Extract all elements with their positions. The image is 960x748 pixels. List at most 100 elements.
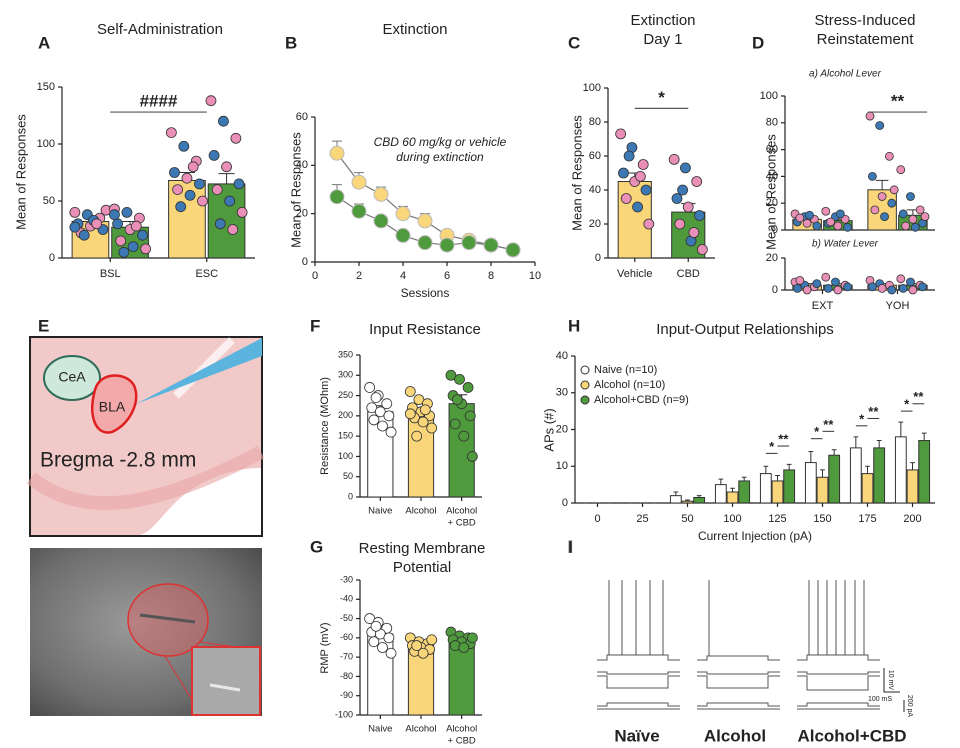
data-point bbox=[634, 170, 646, 182]
marker bbox=[417, 213, 433, 229]
bar bbox=[861, 473, 874, 504]
data-point bbox=[826, 217, 836, 227]
legend-swatch bbox=[580, 365, 590, 375]
x-tick-label: YOH bbox=[886, 300, 910, 312]
data-point bbox=[169, 167, 180, 178]
marker bbox=[329, 145, 345, 161]
y-tick-label: -30 bbox=[340, 574, 353, 584]
error-bar bbox=[685, 499, 690, 502]
y-tick-label: 0 bbox=[49, 252, 55, 264]
group-label: Naïve bbox=[614, 726, 659, 745]
x-tick-label: 125 bbox=[768, 513, 786, 525]
chart-title: Potential bbox=[393, 559, 451, 576]
data-point bbox=[368, 636, 380, 648]
data-point bbox=[377, 420, 388, 432]
y-tick-label: 250 bbox=[338, 390, 353, 400]
data-point bbox=[674, 218, 686, 230]
data-point bbox=[680, 162, 691, 174]
y-tick-label: 20 bbox=[556, 423, 568, 435]
y-tick-label: 0 bbox=[348, 491, 353, 501]
annotation: ** bbox=[868, 404, 879, 419]
data-point bbox=[205, 95, 217, 107]
data-point bbox=[898, 209, 908, 219]
data-point bbox=[121, 206, 133, 218]
data-point bbox=[413, 394, 425, 406]
error-bar bbox=[876, 440, 882, 448]
data-point bbox=[868, 171, 877, 181]
data-point bbox=[233, 178, 245, 190]
data-point bbox=[377, 642, 388, 653]
x-tick-label: 50 bbox=[681, 513, 693, 525]
bregma-caption: Bregma -2.8 mm bbox=[40, 449, 196, 472]
y-tick-label: 50 bbox=[343, 471, 353, 481]
marker bbox=[395, 227, 411, 243]
legend-swatch bbox=[580, 395, 590, 405]
bar bbox=[804, 462, 817, 504]
y-tick-label: 40 bbox=[556, 350, 568, 362]
bar bbox=[693, 496, 706, 504]
y-tick-label: -100 bbox=[335, 709, 353, 719]
data-point bbox=[682, 201, 694, 213]
y-tick-label: 100 bbox=[760, 90, 778, 102]
current-steps bbox=[597, 702, 880, 710]
y-tick-label: -40 bbox=[340, 594, 353, 604]
data-point bbox=[224, 195, 236, 207]
trace bbox=[697, 655, 780, 689]
data-point bbox=[458, 642, 470, 653]
bar bbox=[906, 469, 919, 504]
x-tick-label: 0 bbox=[312, 270, 318, 282]
trace bbox=[797, 654, 880, 691]
tissue-band bbox=[26, 445, 265, 511]
chart-title: Extinction bbox=[630, 12, 695, 29]
panel-letter: C bbox=[568, 33, 580, 52]
region-label: CeA bbox=[58, 369, 86, 385]
data-point bbox=[833, 221, 843, 231]
data-point bbox=[381, 398, 393, 410]
error-bar bbox=[786, 463, 792, 470]
inset bbox=[191, 646, 261, 716]
error-bar bbox=[696, 495, 702, 498]
error-bar bbox=[718, 478, 724, 485]
error-bar bbox=[921, 432, 927, 441]
x-tick-label: Alcohol bbox=[446, 724, 477, 735]
data-point bbox=[668, 153, 680, 165]
data-point bbox=[877, 283, 887, 293]
chart-title: Day 1 bbox=[643, 31, 682, 48]
data-point bbox=[364, 382, 376, 393]
y-tick-label: 40 bbox=[766, 170, 778, 182]
error-bar bbox=[218, 173, 235, 184]
micrograph bbox=[30, 548, 262, 716]
error-bar bbox=[741, 476, 747, 481]
spikes bbox=[808, 580, 865, 655]
data-point bbox=[383, 410, 395, 422]
data-point bbox=[696, 244, 708, 255]
data-point bbox=[466, 632, 478, 644]
y-tick-label: 150 bbox=[37, 81, 55, 93]
y-tick-label: -90 bbox=[340, 690, 353, 700]
y-tick-label: 60 bbox=[766, 144, 778, 156]
data-point bbox=[184, 189, 196, 201]
bar bbox=[681, 500, 694, 504]
data-point bbox=[419, 404, 431, 416]
y-tick-label: 0 bbox=[772, 284, 778, 296]
error-bar bbox=[910, 462, 915, 470]
data-point bbox=[78, 229, 90, 241]
pipette bbox=[136, 338, 262, 404]
data-point bbox=[194, 178, 205, 190]
data-point bbox=[462, 382, 474, 393]
y-tick-label: 50 bbox=[43, 195, 55, 207]
x-tick-label: 0 bbox=[594, 513, 600, 525]
data-point bbox=[112, 218, 123, 230]
brain-diagram: E CeA BLA Bregma -2.8 mm bbox=[26, 316, 265, 537]
y-tick-label: 0 bbox=[595, 252, 601, 264]
x-tick-label: 6 bbox=[444, 270, 450, 282]
y-tick-label: 20 bbox=[589, 218, 601, 230]
y-axis-label: Mean of Responses bbox=[288, 132, 303, 248]
panel-letter: E bbox=[38, 316, 49, 335]
panel-letter: D bbox=[752, 33, 764, 52]
data-point bbox=[840, 214, 850, 224]
chart-title: Input Resistance bbox=[369, 321, 481, 338]
data-point bbox=[887, 198, 897, 208]
y-tick-label: -70 bbox=[340, 652, 353, 662]
